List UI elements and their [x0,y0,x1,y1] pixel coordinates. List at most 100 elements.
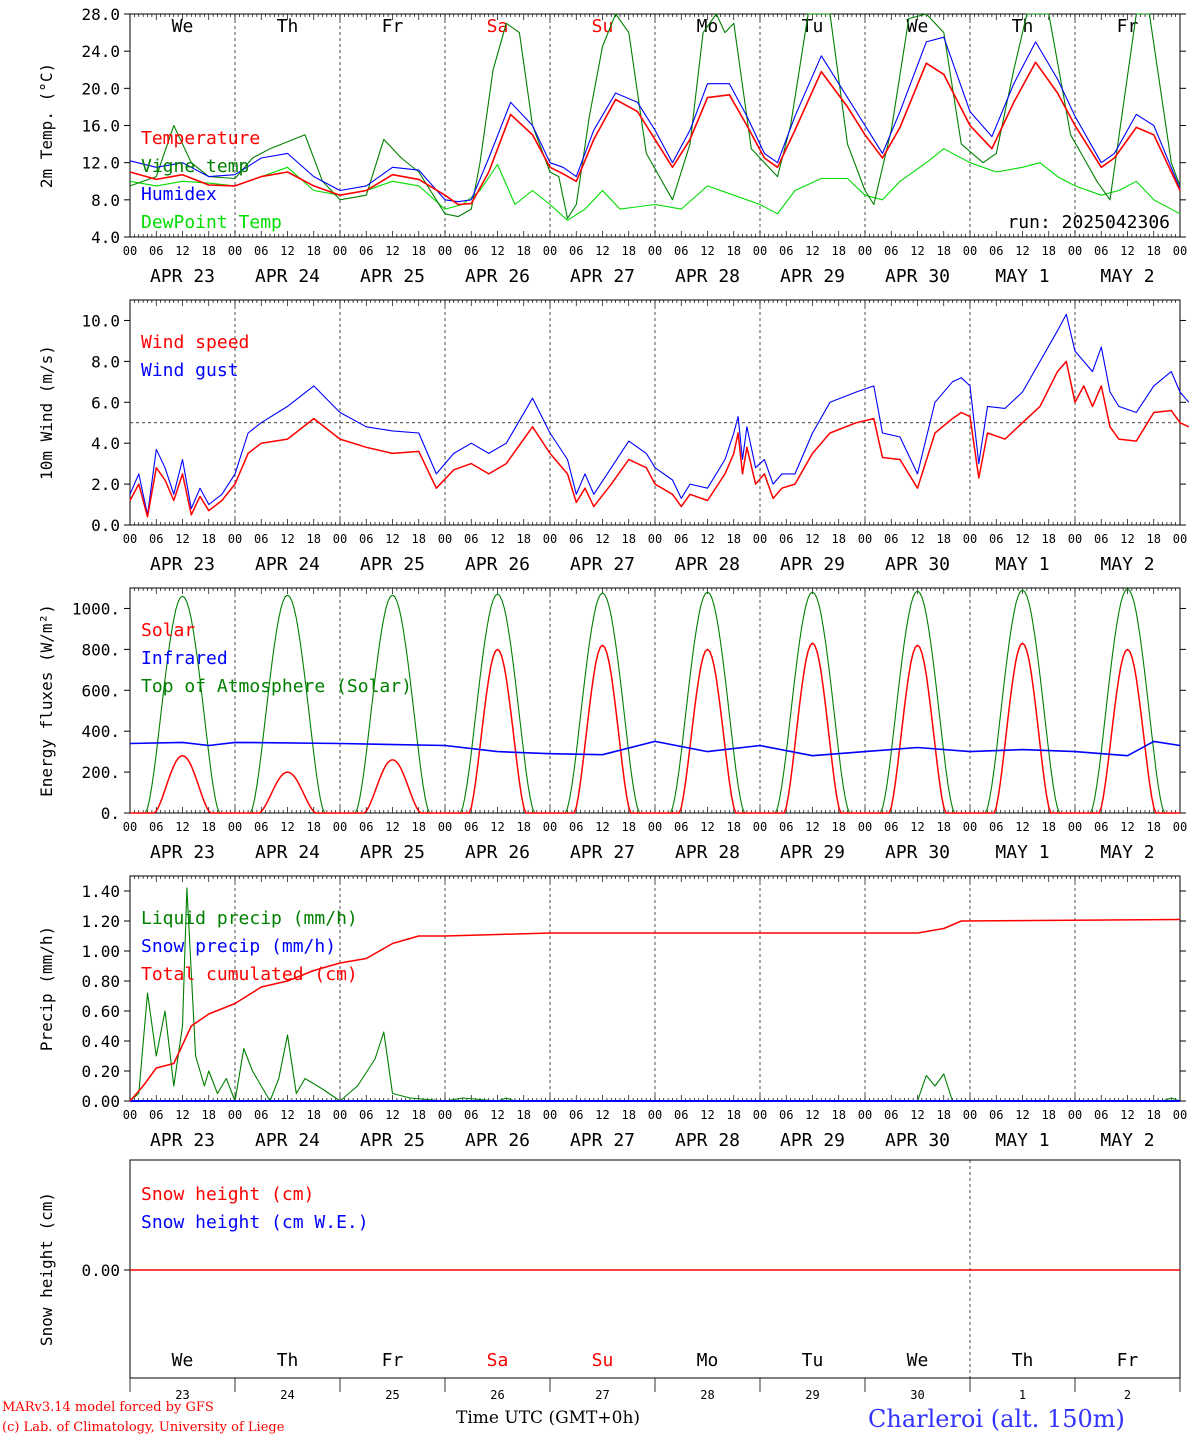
hour-tick-label: 12 [490,1108,504,1122]
y-tick-label: 0.80 [81,972,120,991]
hour-tick-label: 06 [1094,820,1108,834]
date-number-label: 30 [910,1388,924,1402]
hour-tick-label: 06 [884,532,898,546]
date-label: MAY 1 [995,554,1049,575]
hour-tick-label: 00 [753,1108,767,1122]
legend-liquid-precip-mm-h: Liquid precip (mm/h) [141,908,358,929]
hour-tick-label: 18 [727,820,741,834]
panel-2: 00 06 12 18 APR 23 00 06 12 18 APR 24 00 06 12 18 APR … [37,299,1190,575]
hour-tick-label: 00 [228,532,242,546]
hour-tick-label: 00 [858,1108,872,1122]
hour-tick-label: 12 [805,244,819,258]
hour-tick-label: 18 [307,1108,321,1122]
hour-tick-label: 12 [700,244,714,258]
y-tick-label: 16.0 [81,117,120,136]
hour-tick-label: 12 [1015,820,1029,834]
hour-tick-label: 18 [727,244,741,258]
hour-tick-label: 18 [832,532,846,546]
day-label: Sa [487,16,509,37]
y-tick-label: 0.20 [81,1062,120,1081]
hour-tick-label: 12 [910,532,924,546]
hour-tick-label: 06 [254,1108,268,1122]
day-label: Th [277,1350,299,1371]
date-label: APR 24 [255,1130,320,1151]
date-label: APR 26 [465,842,530,863]
y-axis-label: Snow height (cm) [37,1192,56,1346]
y-tick-label: 10.0 [81,311,120,330]
hour-tick-label: 12 [1120,820,1134,834]
y-tick-label: 200. [81,763,120,782]
hour-tick-label: 06 [359,532,373,546]
date-label: MAY 2 [1100,554,1154,575]
day-label: Sa [487,1350,509,1371]
hour-tick-label: 12 [175,244,189,258]
date-label: APR 27 [570,1130,635,1151]
hour-tick-label: 06 [569,820,583,834]
day-label: Th [1012,1350,1034,1371]
hour-tick-label: 06 [674,532,688,546]
date-label: MAY 2 [1100,266,1154,287]
hour-tick-label: 12 [595,1108,609,1122]
infrared-series [129,740,1181,757]
hour-tick-label: 18 [937,532,951,546]
hour-tick-label: 00 [1068,820,1082,834]
date-label: APR 28 [675,554,740,575]
hour-tick-label: 18 [937,1108,951,1122]
date-label: APR 24 [255,842,320,863]
hour-tick-label: 18 [202,820,216,834]
hour-tick-label: 18 [1147,1108,1161,1122]
x-axis-label: Time UTC (GMT+0h) [456,1408,641,1428]
hour-tick-label: 12 [490,244,504,258]
hour-tick-label: 00 [1173,1108,1187,1122]
hour-tick-label: 00 [333,532,347,546]
date-label: APR 27 [570,842,635,863]
y-tick-label: 1.20 [81,912,120,931]
plot-frame [129,13,1181,238]
hour-tick-label: 12 [490,532,504,546]
wind-gust-series [129,313,1190,516]
hour-tick-label: 12 [1015,532,1029,546]
date-number-label: 29 [805,1388,819,1402]
hour-tick-label: 00 [438,820,452,834]
date-label: APR 23 [150,842,215,863]
hour-tick-label: 06 [254,532,268,546]
date-label: APR 23 [150,1130,215,1151]
hour-tick-label: 06 [254,244,268,258]
hour-tick-label: 06 [464,820,478,834]
hour-tick-label: 06 [779,1108,793,1122]
legend-wind-speed: Wind speed [141,332,249,353]
y-tick-label: 800. [81,640,120,659]
hour-tick-label: 00 [963,532,977,546]
hour-tick-label: 00 [963,820,977,834]
hour-tick-label: 12 [910,1108,924,1122]
date-label: APR 30 [885,554,950,575]
date-label: APR 30 [885,1130,950,1151]
hour-tick-label: 00 [333,1108,347,1122]
date-label: APR 30 [885,266,950,287]
hour-tick-label: 06 [149,244,163,258]
y-tick-label: 2.0 [91,475,120,494]
solar-series [130,642,1180,814]
date-label: APR 28 [675,266,740,287]
hour-tick-label: 06 [569,244,583,258]
hour-tick-label: 18 [727,532,741,546]
hour-tick-label: 18 [412,1108,426,1122]
hour-tick-label: 06 [254,820,268,834]
total-cumulated-series [129,918,1181,1102]
date-label: APR 29 [780,1130,845,1151]
date-label: APR 25 [360,554,425,575]
hour-tick-label: 12 [910,244,924,258]
hour-tick-label: 00 [648,820,662,834]
hour-tick-label: 00 [228,244,242,258]
date-label: APR 29 [780,554,845,575]
date-label: APR 24 [255,266,320,287]
date-number-label: 27 [595,1388,609,1402]
hour-tick-label: 18 [517,244,531,258]
hour-tick-label: 06 [464,1108,478,1122]
hour-tick-label: 18 [622,532,636,546]
hour-tick-label: 18 [1042,532,1056,546]
hour-tick-label: 06 [569,532,583,546]
date-label: MAY 1 [995,1130,1049,1151]
hour-tick-label: 06 [779,820,793,834]
